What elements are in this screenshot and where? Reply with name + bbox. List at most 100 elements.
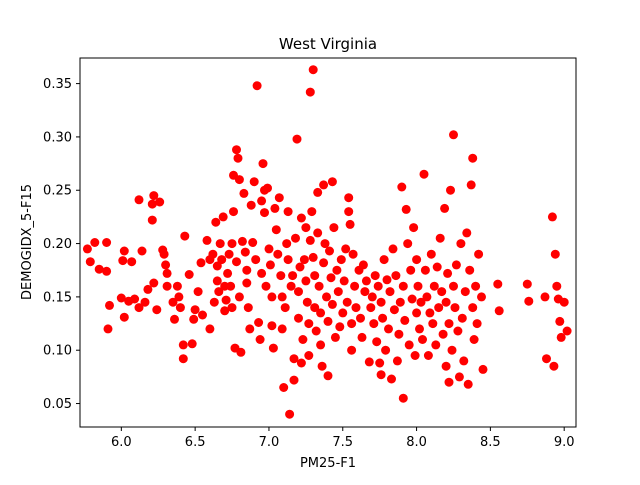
data-point	[301, 223, 311, 233]
data-point	[168, 297, 178, 307]
data-point	[298, 335, 308, 344]
data-point	[376, 297, 386, 307]
data-point	[559, 297, 569, 307]
data-point	[422, 292, 432, 302]
data-point	[236, 347, 246, 357]
data-point	[215, 239, 225, 249]
x-axis-ticks: 6.0 6.5 7.0 7.5 8.0 8.5 9.0	[111, 427, 575, 450]
data-point	[395, 297, 405, 307]
data-point	[451, 260, 461, 270]
data-point	[472, 319, 482, 329]
data-point	[90, 238, 100, 247]
data-point	[296, 213, 306, 223]
data-point	[178, 354, 188, 364]
data-point	[522, 279, 532, 289]
data-point	[524, 296, 534, 306]
data-point	[234, 292, 244, 302]
data-point	[214, 287, 224, 297]
data-point	[94, 264, 104, 274]
data-point	[299, 255, 309, 265]
data-point	[102, 266, 112, 276]
y-tick-label: 0.15	[43, 290, 72, 305]
data-point	[102, 238, 112, 247]
data-point	[232, 145, 241, 155]
data-point	[404, 340, 414, 350]
data-point	[319, 180, 329, 190]
data-point	[285, 409, 295, 419]
data-point	[174, 292, 184, 302]
data-point	[310, 303, 320, 313]
data-point	[345, 219, 355, 229]
x-axis-label: PM25-F1	[300, 456, 356, 471]
data-point	[434, 303, 444, 313]
data-point	[170, 314, 179, 324]
data-point	[279, 383, 289, 392]
data-point	[205, 324, 215, 334]
data-point	[474, 249, 484, 259]
data-point	[413, 281, 423, 291]
data-point	[313, 187, 323, 197]
data-point	[305, 235, 315, 245]
data-point	[325, 246, 334, 256]
data-point	[242, 278, 252, 288]
data-point	[147, 199, 157, 209]
data-point	[304, 351, 314, 360]
data-point	[147, 215, 157, 225]
data-point	[134, 303, 144, 313]
data-point	[344, 207, 354, 217]
data-point	[556, 332, 566, 342]
data-point	[384, 324, 393, 334]
data-point	[412, 255, 422, 265]
data-point	[277, 292, 287, 302]
data-point	[305, 87, 315, 97]
data-point	[292, 134, 302, 144]
data-point	[364, 357, 374, 367]
data-point	[320, 239, 330, 249]
data-point	[316, 340, 326, 350]
data-point	[406, 265, 416, 275]
data-point	[119, 312, 129, 322]
data-point	[258, 159, 268, 169]
data-point	[388, 244, 398, 254]
data-point	[375, 358, 385, 368]
data-point	[105, 300, 114, 310]
data-point	[316, 308, 326, 318]
data-point	[175, 303, 185, 313]
data-point	[329, 223, 339, 233]
data-point	[469, 335, 479, 344]
data-point	[350, 281, 360, 291]
data-point	[251, 255, 261, 265]
data-point	[209, 297, 219, 307]
data-point	[322, 292, 331, 302]
data-point	[381, 345, 391, 355]
data-point	[444, 319, 454, 329]
data-point	[562, 326, 572, 336]
data-point	[342, 297, 352, 307]
data-point	[382, 275, 392, 285]
data-point	[394, 329, 404, 339]
data-point	[289, 375, 299, 385]
data-point	[301, 276, 311, 286]
data-point	[119, 246, 129, 256]
data-point	[295, 262, 305, 272]
data-point	[314, 281, 324, 291]
data-point	[493, 279, 503, 289]
data-point	[447, 345, 457, 355]
data-point	[494, 306, 504, 316]
data-point	[555, 316, 565, 326]
data-point	[407, 294, 417, 304]
data-point	[85, 257, 95, 267]
data-point	[130, 294, 140, 304]
y-tick-label: 0.25	[43, 184, 72, 199]
data-point	[438, 329, 448, 339]
data-point	[358, 260, 368, 270]
data-point	[155, 197, 165, 207]
data-point	[549, 361, 559, 371]
data-point	[118, 256, 128, 266]
data-point	[140, 297, 150, 307]
data-point	[333, 287, 343, 297]
data-point	[249, 177, 259, 187]
data-point	[310, 271, 320, 281]
data-point	[344, 193, 354, 203]
data-point	[471, 281, 481, 291]
